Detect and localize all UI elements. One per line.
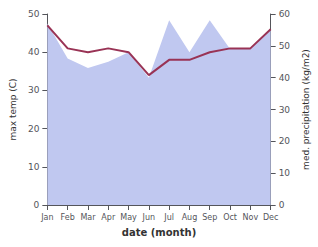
svg-text:max temp (C): max temp (C) [8, 78, 18, 140]
svg-text:Mar: Mar [80, 213, 96, 222]
svg-text:Dec: Dec [263, 213, 278, 222]
svg-text:med. precipitation (kg/m2): med. precipitation (kg/m2) [301, 49, 311, 170]
svg-text:Jul: Jul [163, 213, 174, 222]
svg-text:Oct: Oct [223, 213, 237, 222]
svg-text:30: 30 [28, 85, 40, 95]
svg-text:0: 0 [34, 200, 40, 210]
svg-text:Feb: Feb [61, 213, 75, 222]
svg-text:40: 40 [279, 73, 291, 83]
svg-text:May: May [120, 213, 137, 222]
svg-text:30: 30 [279, 105, 291, 115]
svg-text:Sep: Sep [202, 213, 217, 222]
svg-text:Nov: Nov [243, 213, 259, 222]
svg-text:Jan: Jan [40, 213, 53, 222]
svg-text:Aug: Aug [182, 213, 198, 222]
svg-text:20: 20 [28, 124, 40, 134]
svg-text:20: 20 [279, 136, 291, 146]
svg-text:Jun: Jun [142, 213, 156, 222]
svg-text:date (month): date (month) [122, 227, 196, 238]
svg-text:50: 50 [279, 41, 291, 51]
svg-text:10: 10 [279, 168, 291, 178]
svg-text:0: 0 [279, 200, 285, 210]
svg-text:50: 50 [28, 9, 40, 19]
svg-text:40: 40 [28, 47, 40, 57]
svg-text:10: 10 [28, 162, 40, 172]
svg-text:Apr: Apr [101, 213, 116, 222]
svg-text:60: 60 [279, 9, 291, 19]
